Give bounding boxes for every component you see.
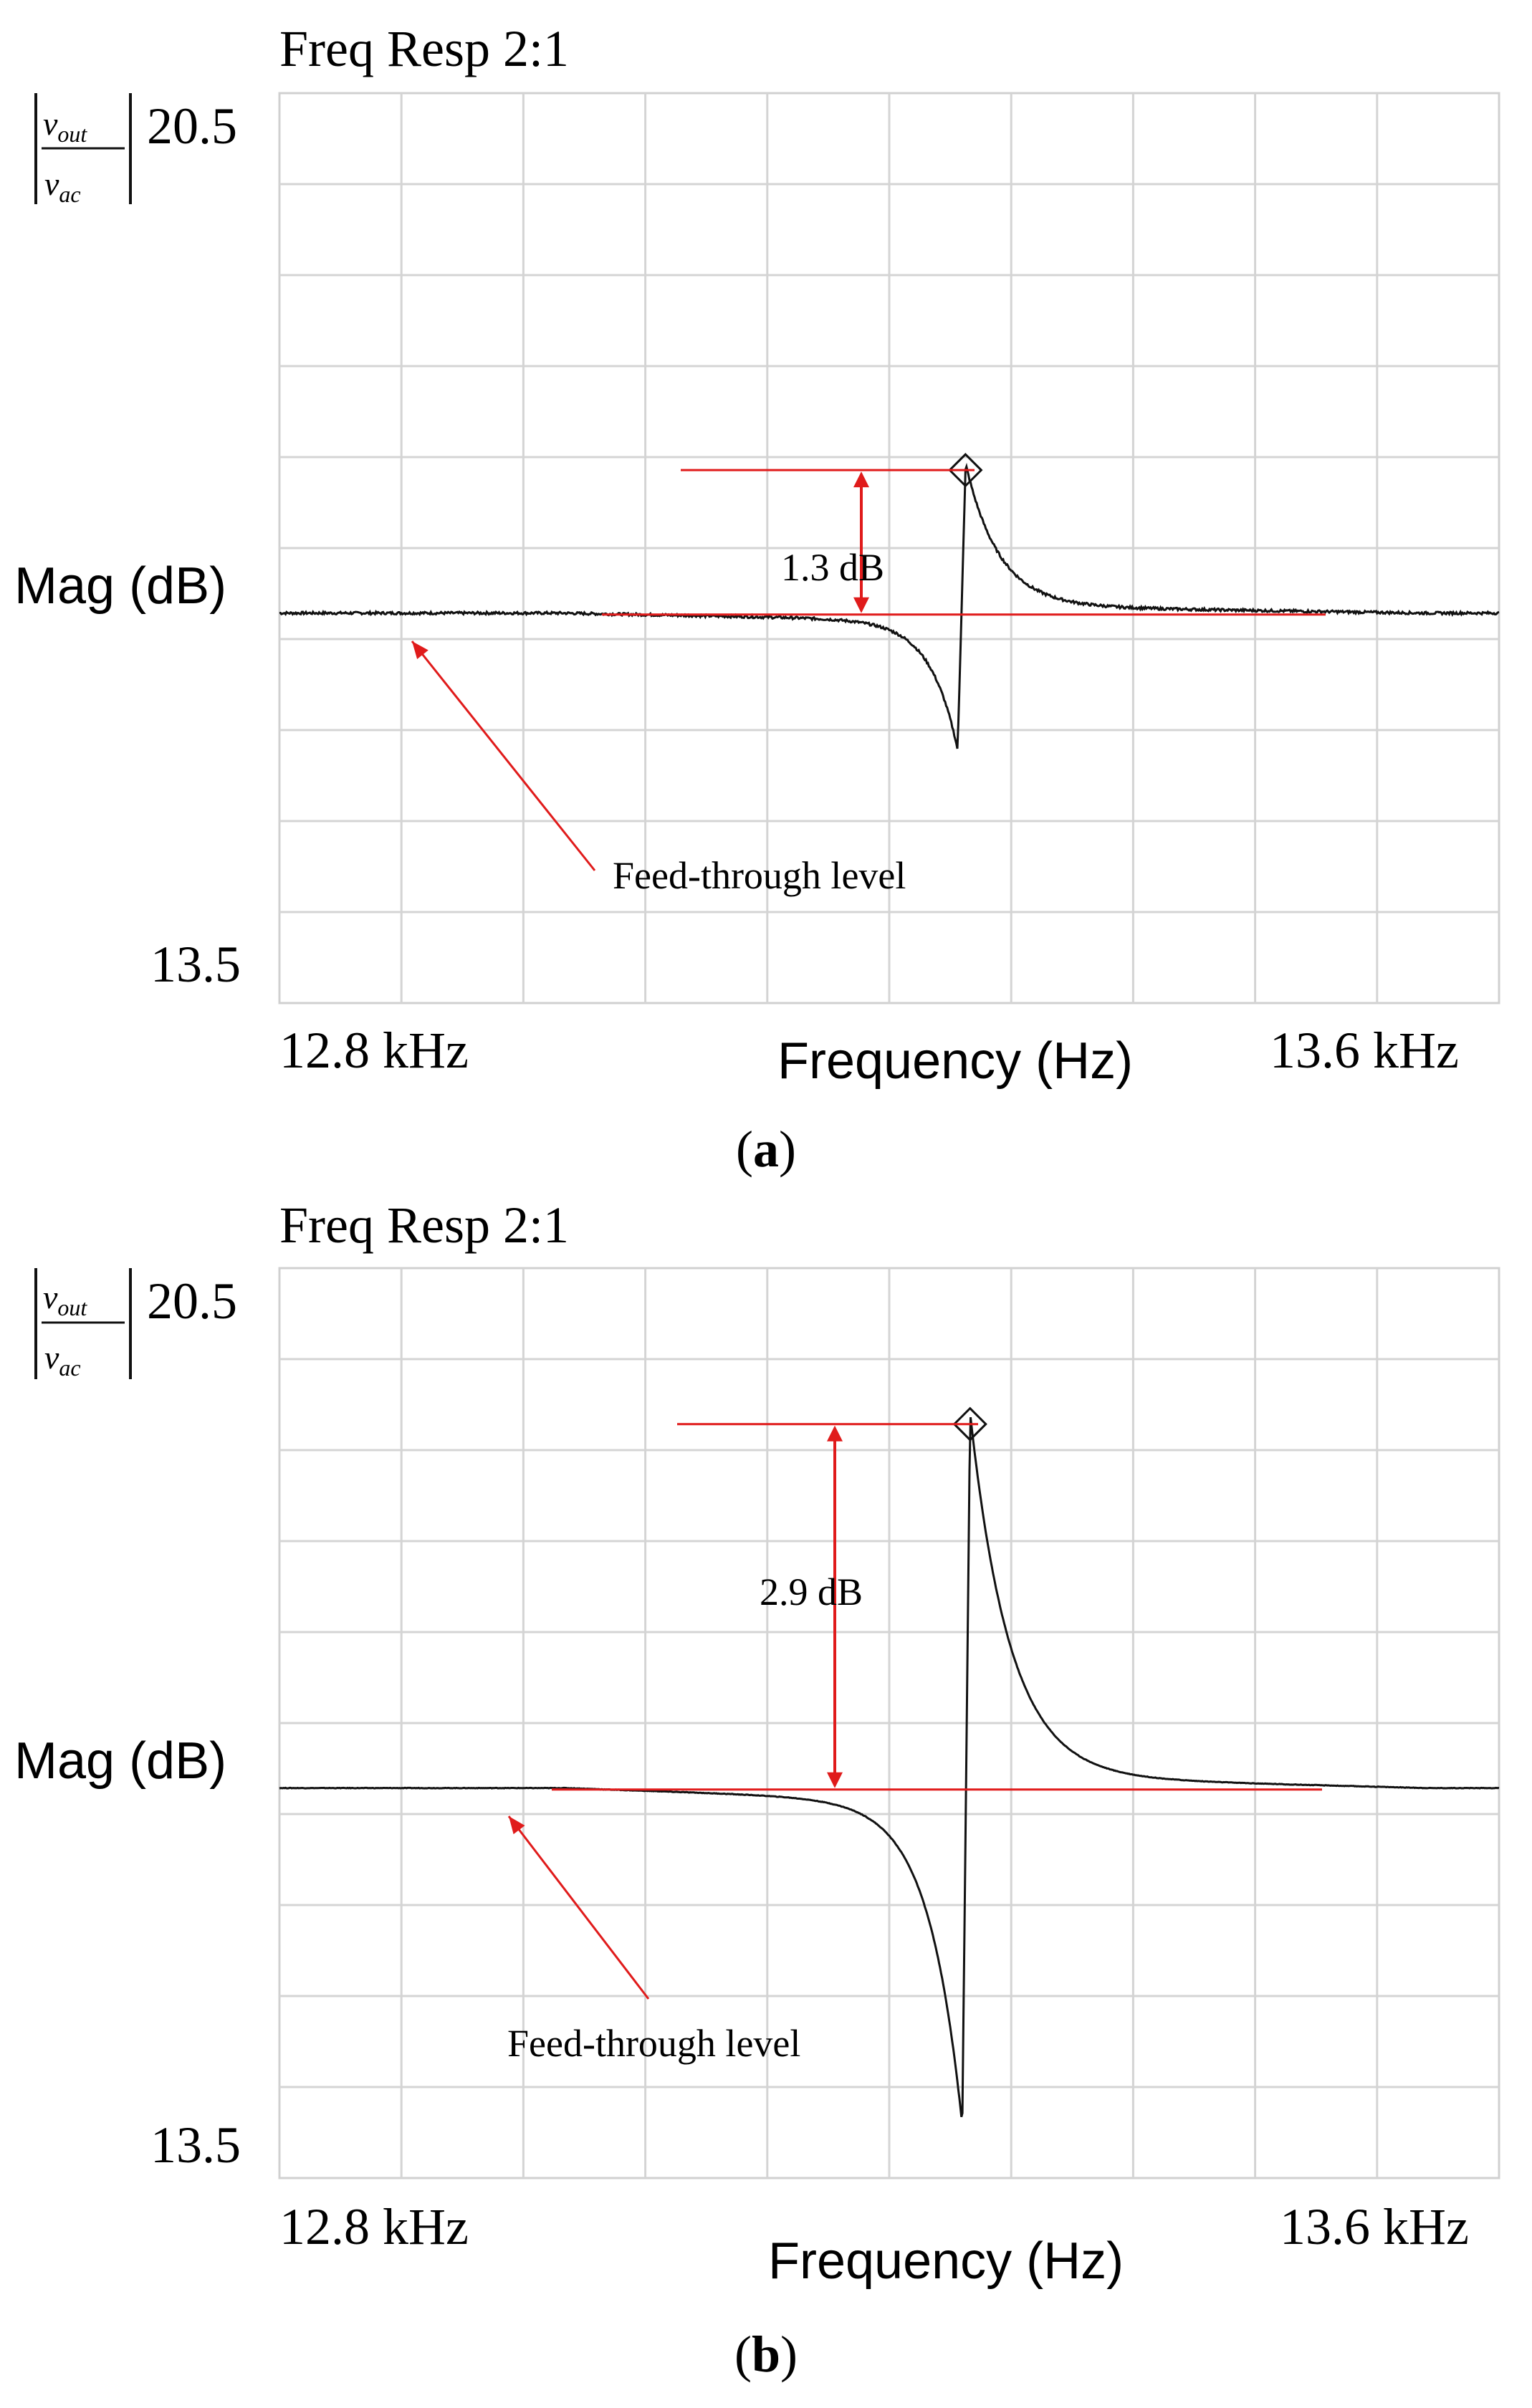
panel-a: Freq Resp 2:1 vout vac 20.5 Mag (dB) 13.… bbox=[14, 20, 1500, 1178]
delta-arrowhead-top bbox=[827, 1425, 843, 1442]
delta-arrowhead-bottom bbox=[853, 597, 869, 613]
xtick-label-left: 12.8 kHz bbox=[279, 2198, 469, 2255]
delta-arrowhead-bottom bbox=[827, 1772, 843, 1788]
chart-title: Freq Resp 2:1 bbox=[279, 20, 569, 77]
feedthrough-label: Feed-through level bbox=[507, 2022, 800, 2065]
panel-b: Freq Resp 2:1 vout vac 20.5 Mag (dB) 13.… bbox=[14, 1196, 1500, 2383]
svg-text:vout: vout bbox=[43, 1279, 87, 1320]
svg-text:vac: vac bbox=[44, 166, 81, 207]
feedthrough-arrow bbox=[507, 1815, 650, 2000]
caption-a: (a) bbox=[736, 1121, 796, 1178]
x-axis-label: Frequency (Hz) bbox=[777, 1032, 1133, 1090]
x-axis-label: Frequency (Hz) bbox=[768, 2232, 1124, 2290]
y-axis-label: Mag (dB) bbox=[14, 1732, 226, 1790]
ytick-label-bottom: 13.5 bbox=[150, 936, 241, 993]
ytick-label-top: 20.5 bbox=[147, 97, 237, 155]
svg-text:vac: vac bbox=[44, 1339, 81, 1381]
ytick-label-bottom: 13.5 bbox=[150, 2116, 241, 2174]
feedthrough-arrow bbox=[411, 641, 596, 871]
delta-arrowhead-top bbox=[853, 471, 869, 488]
peak-marker bbox=[948, 453, 983, 488]
xtick-label-right: 13.6 kHz bbox=[1280, 2198, 1469, 2255]
delta-label: 2.9 dB bbox=[760, 1570, 863, 1613]
xtick-label-left: 12.8 kHz bbox=[279, 1022, 469, 1079]
feedthrough-arrowhead bbox=[412, 641, 429, 660]
peak-marker bbox=[952, 1406, 987, 1442]
series-line-magnitude bbox=[279, 1417, 1500, 2118]
delta-label: 1.3 dB bbox=[781, 546, 884, 589]
plot-area: 1.3 dB Feed-through level bbox=[278, 92, 1500, 1004]
caption-b: (b) bbox=[734, 2326, 798, 2383]
ylabel-symbol: vout vac bbox=[34, 93, 132, 207]
ylabel-symbol: vout vac bbox=[34, 1268, 132, 1381]
xtick-label-right: 13.6 kHz bbox=[1270, 1022, 1459, 1079]
feedthrough-label: Feed-through level bbox=[613, 854, 906, 897]
chart-title: Freq Resp 2:1 bbox=[279, 1196, 569, 1254]
series-line-magnitude bbox=[279, 462, 1500, 749]
ytick-label-top: 20.5 bbox=[147, 1272, 237, 1330]
y-axis-label: Mag (dB) bbox=[14, 557, 226, 615]
plot-area: 2.9 dB Feed-through level bbox=[278, 1267, 1500, 2179]
svg-text:vout: vout bbox=[43, 105, 87, 147]
feedthrough-arrowhead bbox=[509, 1816, 525, 1835]
